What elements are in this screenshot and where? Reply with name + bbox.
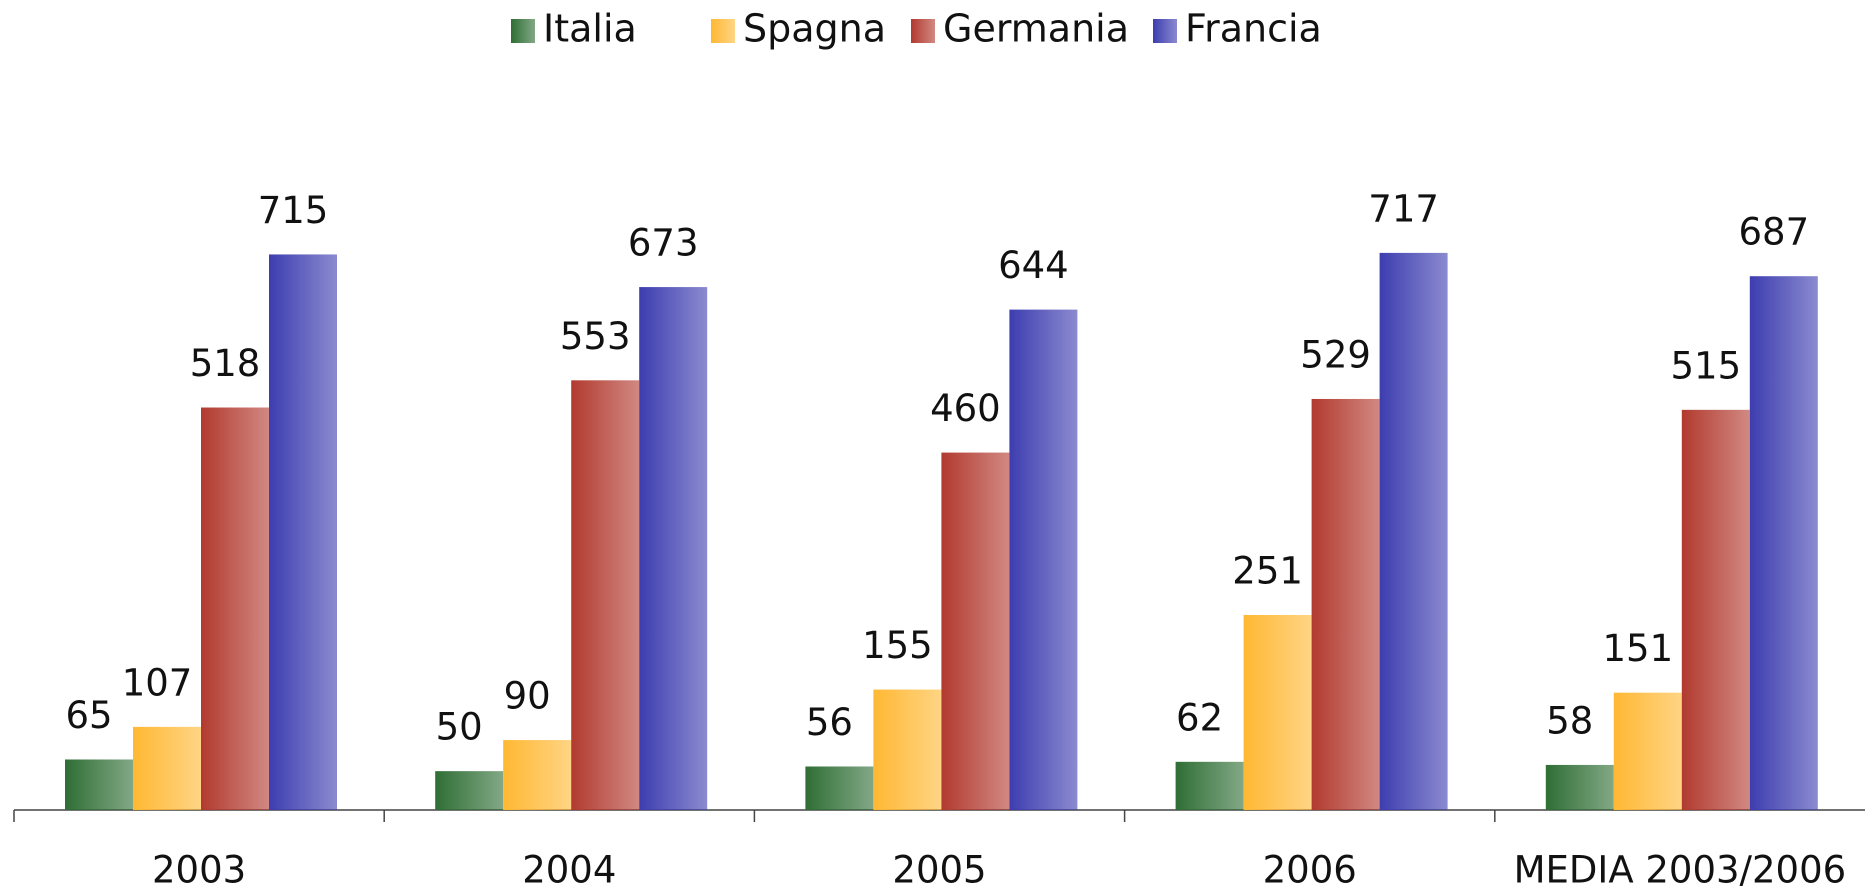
data-label: 155 — [862, 624, 933, 667]
bar — [1379, 252, 1448, 811]
data-label: 518 — [190, 342, 261, 385]
data-label: 460 — [930, 387, 1001, 430]
bar — [201, 407, 269, 810]
data-label: 151 — [1602, 627, 1673, 670]
data-label: 251 — [1232, 549, 1303, 592]
bar — [435, 771, 504, 810]
bar — [1749, 276, 1818, 810]
bar — [1613, 692, 1682, 810]
data-label: 56 — [806, 701, 853, 744]
bar — [133, 726, 201, 810]
data-label: 515 — [1670, 344, 1741, 387]
data-label: 50 — [436, 706, 483, 749]
data-label: 715 — [258, 189, 329, 232]
x-tick-label: 2003 — [152, 849, 246, 891]
data-label: 62 — [1176, 696, 1223, 739]
bar — [269, 254, 337, 810]
data-label: 717 — [1368, 187, 1439, 230]
legend-swatch — [511, 19, 535, 43]
legend-swatch — [711, 19, 735, 43]
bar — [941, 452, 1010, 810]
bar — [1545, 764, 1614, 810]
data-label: 58 — [1546, 699, 1593, 742]
data-label: 90 — [504, 675, 551, 718]
bar — [639, 287, 708, 811]
legend-label: Italia — [543, 7, 637, 51]
data-label: 644 — [998, 244, 1069, 287]
data-label: 673 — [628, 222, 699, 265]
bar — [805, 766, 874, 810]
bar — [873, 689, 942, 810]
x-tick-label: 2006 — [1263, 849, 1357, 891]
data-label: 687 — [1738, 211, 1809, 254]
legend-label: Germania — [943, 7, 1129, 51]
bar — [1681, 409, 1750, 810]
x-tick-label: 2004 — [522, 849, 616, 891]
bar — [1243, 614, 1312, 810]
bar — [571, 380, 640, 810]
bar — [1009, 309, 1078, 810]
x-tick-label: 2005 — [892, 849, 986, 891]
data-label: 529 — [1300, 333, 1371, 376]
data-label: 553 — [560, 315, 631, 358]
data-label: 65 — [65, 694, 112, 737]
legend-label: Francia — [1185, 7, 1322, 51]
bar — [65, 759, 133, 810]
x-tick-label: MEDIA 2003/2006 — [1514, 849, 1847, 891]
bar — [1175, 761, 1244, 810]
bar — [1311, 398, 1380, 810]
legend-label: Spagna — [743, 7, 886, 51]
legend-swatch — [911, 19, 935, 43]
data-label: 107 — [122, 661, 193, 704]
legend-swatch — [1153, 19, 1177, 43]
bar — [503, 740, 572, 810]
